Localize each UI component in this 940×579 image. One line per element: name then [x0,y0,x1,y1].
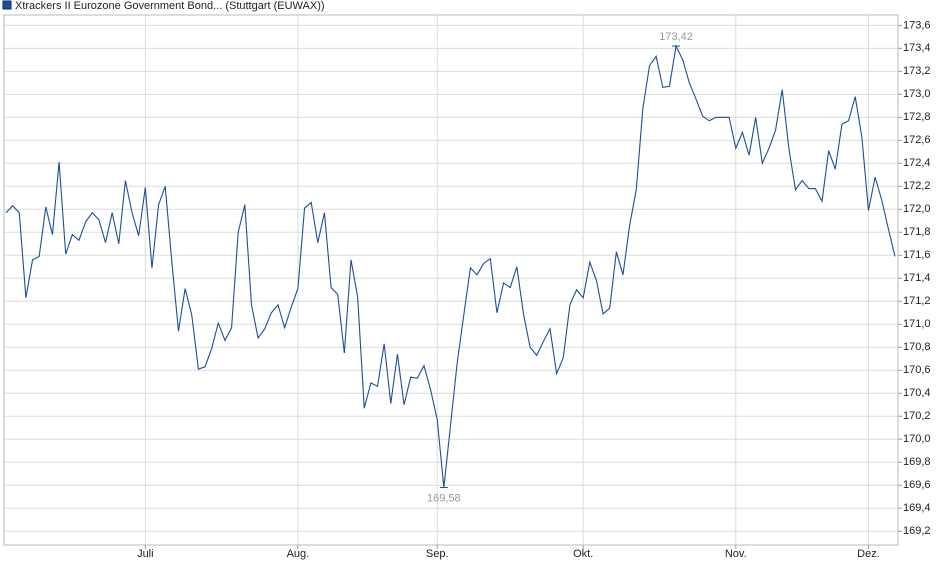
y-tick-label: 171,8 [903,226,931,238]
y-tick-label: 173,0 [903,88,931,100]
y-tick-label: 171,4 [903,272,931,284]
plot-frame [3,14,899,546]
y-tick-label: 171,6 [903,249,931,261]
y-tick-label: 173,4 [903,42,931,54]
x-tick-label: Sep. [426,548,449,560]
y-tick-label: 169,6 [903,479,931,491]
extreme-label: 169,58 [427,492,461,504]
y-tick-label: 172,0 [903,203,931,215]
legend-label: Xtrackers II Eurozone Government Bond...… [15,0,325,12]
extreme-label: 173,42 [659,31,693,43]
y-tick-label: 169,2 [903,525,931,537]
y-tick-label: 170,4 [903,387,931,399]
y-tick-label: 171,0 [903,318,931,330]
y-tick-label: 170,6 [903,364,931,376]
price-line [5,44,896,488]
y-tick-label: 172,8 [903,111,931,123]
y-tick-label: 170,2 [903,410,931,422]
y-tick-label: 172,4 [903,157,931,169]
legend-swatch [2,0,12,10]
x-tick-label: Dez. [857,548,880,560]
y-tick-label: 172,2 [903,180,931,192]
y-tick-label: 169,8 [903,456,931,468]
y-tick-label: 170,8 [903,341,931,353]
y-tick-label: 169,4 [903,502,931,514]
x-tick-label: Okt. [573,548,593,560]
y-tick-label: 170,0 [903,433,931,445]
y-tick-label: 171,2 [903,295,931,307]
y-tick-label: 172,6 [903,134,931,146]
y-tick-label: 173,6 [903,19,931,31]
y-tick-label: 173,2 [903,65,931,77]
x-tick-label: Nov. [725,548,747,560]
x-tick-label: Juli [137,548,154,560]
x-tick-label: Aug. [287,548,310,560]
